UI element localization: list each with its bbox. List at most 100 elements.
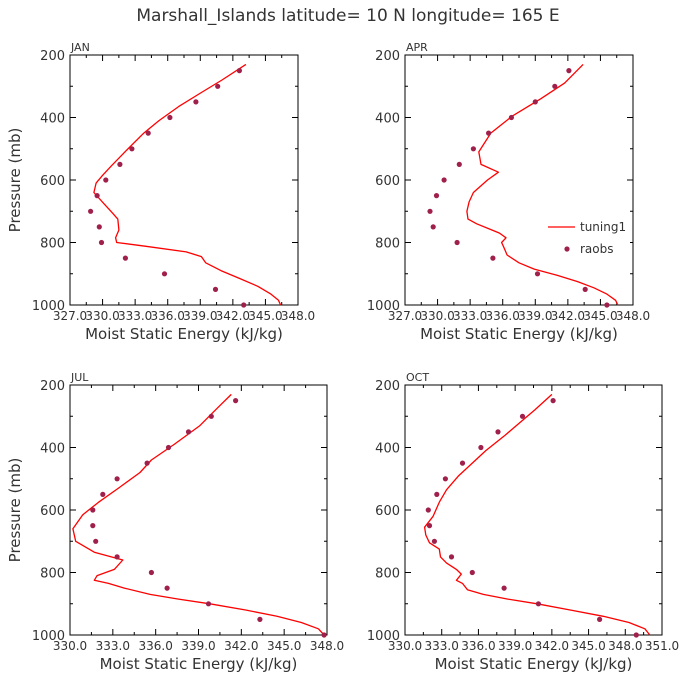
panel-apr: APR 327.0330.0333.0336.0339.0342.0345.034… [367, 41, 650, 343]
x-axis-title: Moist Static Energy (kJ/kg) [100, 655, 298, 673]
panel-label: OCT [406, 371, 429, 384]
panel-oct: OCT 330.0 333.0 336.0 339.0 342.0 345.0 348.0 35… [367, 371, 679, 673]
y-tick-label: 200 [40, 49, 65, 64]
raobs-point [94, 193, 100, 199]
raobs-point [103, 177, 109, 183]
y-tick-label: 200 [375, 49, 400, 64]
legend-dot-swatch [564, 246, 570, 252]
raobs-point [519, 413, 526, 419]
panel-label: APR [406, 41, 428, 54]
y-tick-label: 600 [375, 504, 400, 519]
x-tick-label: 339.0 [183, 309, 217, 323]
raobs-point [117, 161, 123, 167]
y-tick-label: 400 [40, 112, 65, 127]
raobs-point [93, 538, 99, 544]
x-tick-label: 330.0 [388, 639, 422, 653]
y-tick-label: 1000 [367, 629, 400, 644]
x-tick-label: 348.0 [310, 639, 344, 653]
legend-label-raobs: raobs [580, 242, 614, 256]
panel-label: JUL [70, 371, 89, 384]
y-tick-label: 800 [375, 567, 400, 582]
panel-jan: JAN 327.0330.0333.0336.0339.0342.0345.034… [6, 41, 315, 343]
x-tick-label: 330.0 [53, 639, 87, 653]
raobs-point [456, 161, 462, 167]
raobs-point [469, 569, 475, 576]
x-tick-label: 330.0 [420, 309, 454, 323]
x-tick-label: 345.0 [583, 309, 617, 323]
raobs-point [148, 569, 154, 576]
raobs-point [431, 538, 437, 544]
x-tick-label: 339.0 [498, 639, 532, 653]
x-tick-label: 336.0 [461, 639, 495, 653]
x-axis-title: Moist Static Energy (kJ/kg) [435, 655, 633, 673]
raobs-point [448, 554, 455, 560]
y-tick-label: 800 [40, 237, 65, 252]
figure-title: Marshall_Islands latitude= 10 N longitud… [136, 6, 559, 26]
y-tick-label: 400 [40, 442, 65, 457]
series-line-tuning1 [93, 63, 282, 306]
raobs-point [534, 271, 541, 277]
raobs-point [90, 507, 96, 513]
x-tick-label: 342.0 [224, 639, 258, 653]
raobs-point [90, 523, 96, 529]
raobs-point [88, 208, 94, 214]
raobs-point [241, 302, 247, 308]
raobs-point [550, 398, 556, 404]
raobs-point [535, 601, 542, 607]
x-tick-label: 339.0 [181, 639, 215, 653]
x-tick-label: 327.0 [53, 309, 87, 323]
y-tick-label: 1000 [367, 299, 400, 314]
x-tick-label: 336.0 [486, 309, 520, 323]
raobs-point [552, 83, 558, 89]
x-tick-label: 336.0 [151, 309, 185, 323]
raobs-point [161, 271, 168, 277]
raobs-point [478, 444, 484, 451]
raobs-point [459, 460, 466, 466]
legend: tuning1 raobs [545, 208, 630, 265]
raobs-point [532, 99, 538, 105]
raobs-point [604, 302, 610, 308]
raobs-point [167, 114, 173, 121]
series-line-tuning1 [72, 393, 325, 636]
raobs-point [205, 601, 212, 607]
raobs-point [426, 523, 433, 529]
y-tick-label: 400 [375, 112, 400, 127]
y-axis-title: Pressure (mb) [6, 458, 24, 563]
raobs-point [212, 286, 219, 292]
y-tick-label: 1000 [32, 629, 65, 644]
x-axis-title: Moist Static Energy (kJ/kg) [420, 325, 618, 343]
raobs-point [490, 255, 496, 261]
raobs-point [566, 68, 572, 74]
series-line-tuning1 [466, 63, 619, 306]
raobs-point [486, 130, 492, 136]
x-tick-label: 333.0 [453, 309, 487, 323]
raobs-point [185, 429, 192, 435]
raobs-point [165, 444, 172, 451]
x-axis-title: Moist Static Energy (kJ/kg) [85, 325, 283, 343]
x-tick-label: 330.0 [85, 309, 119, 323]
plot-frame [404, 384, 663, 636]
raobs-point [114, 476, 120, 482]
raobs-point [96, 224, 102, 230]
raobs-point [98, 239, 105, 246]
raobs-point [501, 585, 507, 591]
legend-box [545, 208, 630, 265]
raobs-point [597, 616, 603, 623]
raobs-point [454, 239, 460, 246]
raobs-point [442, 476, 448, 482]
legend-label-tuning1: tuning1 [580, 220, 626, 234]
x-tick-label: 348.0 [616, 309, 650, 323]
raobs-point [215, 83, 221, 89]
raobs-point [114, 554, 120, 560]
x-tick-label: 342.0 [535, 639, 569, 653]
raobs-point [233, 398, 239, 404]
y-tick-label: 200 [40, 379, 65, 394]
x-tick-label: 333.0 [425, 639, 459, 653]
y-tick-label: 800 [375, 237, 400, 252]
raobs-point [508, 114, 514, 121]
x-tick-label: 342.0 [551, 309, 585, 323]
raobs-point [495, 429, 501, 435]
raobs-point [470, 146, 476, 152]
raobs-point [257, 616, 263, 623]
